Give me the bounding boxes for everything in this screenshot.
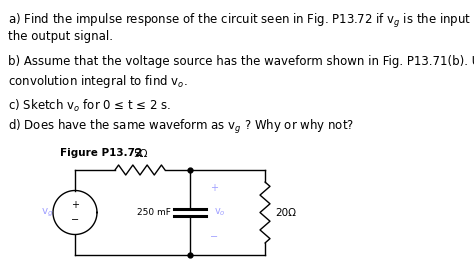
Text: b) Assume that the voltage source has the waveform shown in Fig. P13.71(b). Use : b) Assume that the voltage source has th…: [8, 55, 474, 68]
Text: the output signal.: the output signal.: [8, 30, 113, 43]
Text: c) Sketch v$_o$ for 0 ≤ t ≤ 2 s.: c) Sketch v$_o$ for 0 ≤ t ≤ 2 s.: [8, 98, 171, 114]
Text: Figure P13.72: Figure P13.72: [60, 148, 142, 158]
Text: convolution integral to find v$_o$.: convolution integral to find v$_o$.: [8, 73, 188, 90]
Text: 20Ω: 20Ω: [275, 207, 296, 217]
Text: d) Does have the same waveform as v$_g$ ? Why or why not?: d) Does have the same waveform as v$_g$ …: [8, 118, 354, 136]
Text: −: −: [71, 216, 79, 225]
Text: +: +: [210, 183, 218, 193]
Text: +: +: [71, 201, 79, 211]
Text: a) Find the impulse response of the circuit seen in Fig. P13.72 if v$_g$ is the : a) Find the impulse response of the circ…: [8, 12, 474, 30]
Text: 5Ω: 5Ω: [133, 149, 147, 159]
Text: v$_g$: v$_g$: [41, 206, 53, 219]
Text: −: −: [210, 232, 218, 242]
Text: 250 mF: 250 mF: [137, 208, 171, 217]
Text: v$_o$: v$_o$: [214, 207, 226, 218]
